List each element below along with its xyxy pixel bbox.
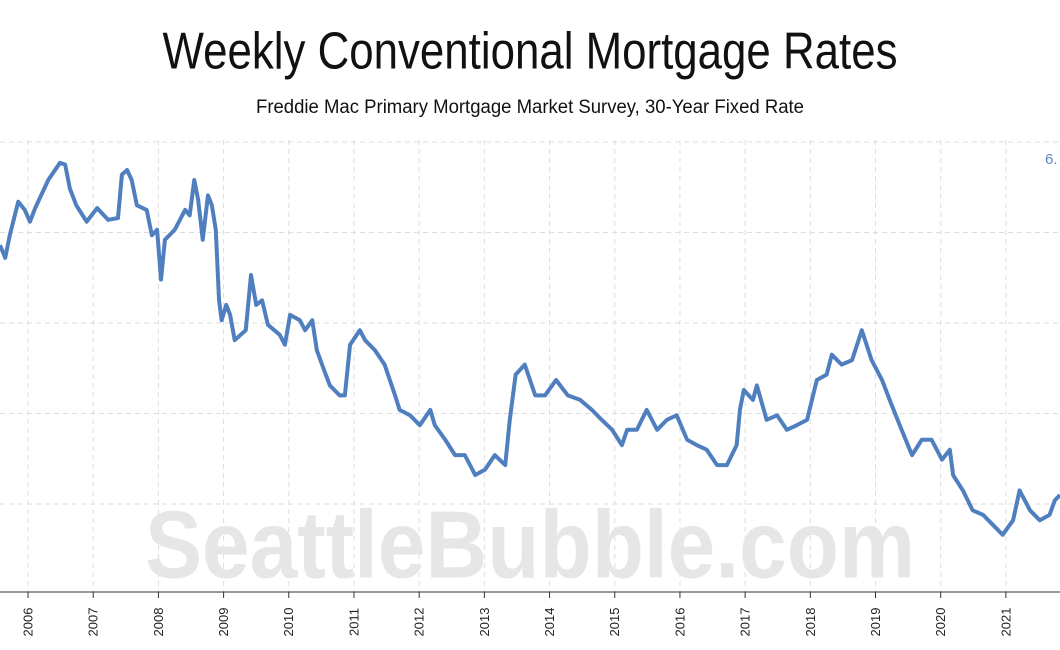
x-tick-label: 2019	[868, 608, 883, 637]
chart-title: Weekly Conventional Mortgage Rates	[163, 23, 898, 81]
x-tick-label: 2006	[20, 608, 35, 637]
x-tick-label: 2009	[216, 608, 231, 637]
x-tick-label: 2021	[998, 608, 1013, 637]
x-tick-label: 2015	[607, 608, 622, 637]
x-tick-label: 2014	[542, 608, 557, 637]
x-tick-label: 2011	[346, 608, 361, 636]
x-tick-label: 2016	[672, 608, 687, 637]
chart-subtitle: Freddie Mac Primary Mortgage Market Surv…	[256, 97, 804, 118]
x-tick-label: 2020	[933, 608, 948, 637]
x-tick-label: 2010	[281, 608, 296, 637]
x-tick-label: 2017	[738, 608, 753, 637]
last-value-label: 6.	[1045, 151, 1058, 168]
x-tick-label: 2018	[803, 608, 818, 637]
x-tick-label: 2012	[412, 608, 427, 637]
watermark: SeattleBubble.com	[145, 491, 915, 598]
x-tick-label: 2008	[151, 608, 166, 637]
data-line	[0, 160, 1060, 537]
x-tick-label: 2013	[477, 608, 492, 637]
x-tick-label: 2007	[86, 608, 101, 637]
